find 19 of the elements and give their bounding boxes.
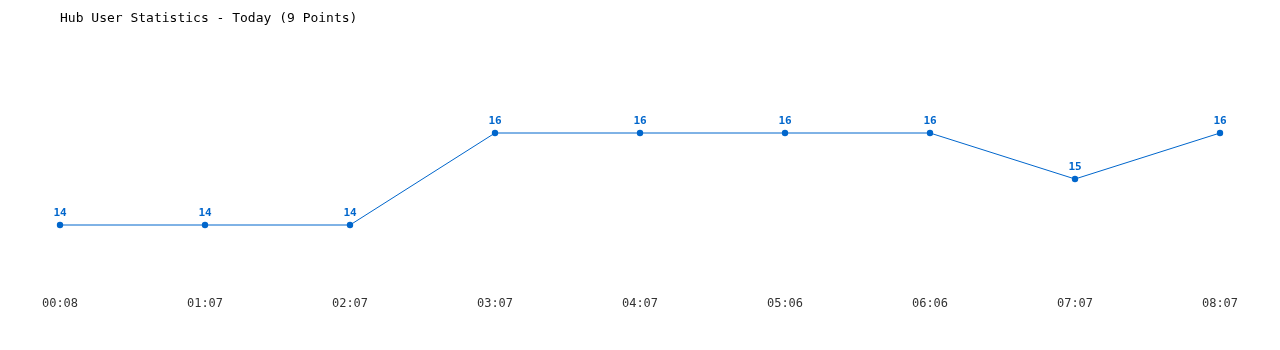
x-tick-label: 00:08 (41, 296, 79, 310)
x-tick-label: 06:06 (911, 296, 949, 310)
data-label: 14 (53, 206, 67, 219)
data-label: 16 (778, 114, 792, 127)
data-label: 14 (198, 206, 212, 219)
x-tick-label: 07:07 (1056, 296, 1094, 310)
x-tick-label: 05:06 (766, 296, 804, 310)
data-label: 16 (633, 114, 647, 127)
x-tick-label: 02:07 (331, 296, 369, 310)
data-label: 15 (1068, 160, 1082, 173)
x-tick-label: 04:07 (621, 296, 659, 310)
data-label: 14 (343, 206, 357, 219)
x-tick-label: 03:07 (476, 296, 514, 310)
chart-title: Hub User Statistics - Today (9 Points) (60, 10, 358, 25)
data-label: 16 (923, 114, 937, 127)
x-tick-label: 01:07 (186, 296, 224, 310)
x-tick-label: 08:07 (1201, 296, 1239, 310)
data-label: 16 (1213, 114, 1227, 127)
data-label: 16 (488, 114, 502, 127)
